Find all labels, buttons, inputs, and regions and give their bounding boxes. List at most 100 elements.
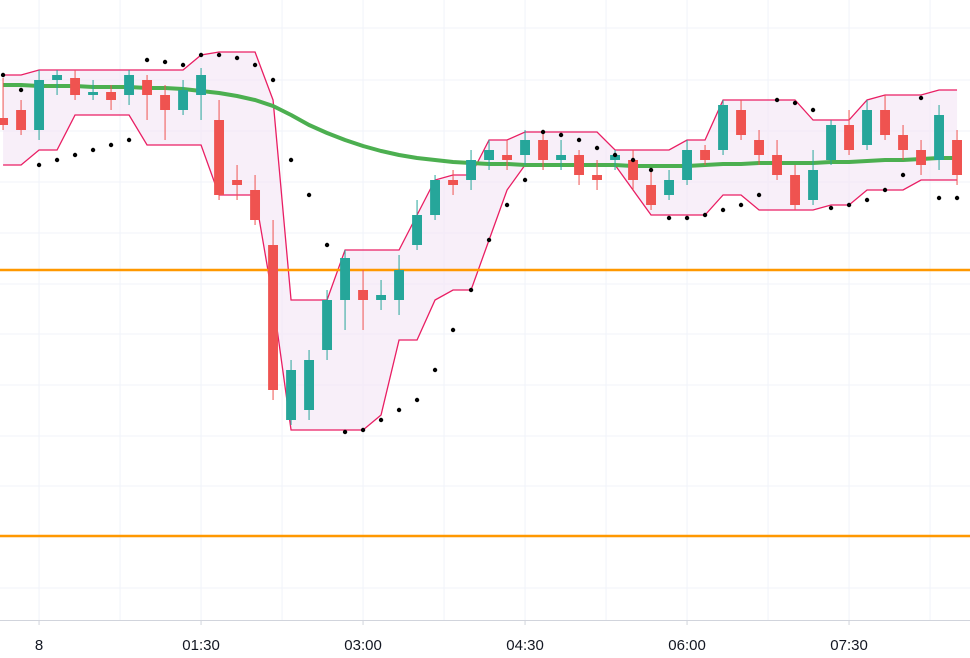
sar-dot (126, 137, 132, 143)
candle-body (448, 180, 459, 185)
channel-lower (3, 114, 958, 431)
candle-body (106, 92, 117, 100)
candle-body (430, 180, 441, 215)
sar-dot (270, 77, 276, 83)
sar-dot (756, 192, 762, 198)
moving-average (3, 83, 958, 168)
sar-dot (792, 100, 798, 106)
candle-body (88, 92, 99, 95)
x-tick-label: 03:00 (344, 637, 382, 654)
candle-body (790, 175, 800, 205)
candle-body (862, 110, 872, 145)
candle-body (394, 270, 405, 300)
sar-dot (522, 177, 528, 183)
sar-dot (324, 242, 330, 248)
candle-body (376, 295, 387, 300)
sar-dot (360, 427, 366, 433)
candle-body (520, 140, 530, 155)
sar-dot (846, 202, 852, 208)
candle-body (52, 75, 63, 80)
sar-dot (162, 59, 168, 65)
candle-body (16, 110, 27, 130)
candle-body (808, 170, 818, 200)
sar-dot (864, 197, 870, 203)
candle-body (196, 75, 207, 95)
candle-body (358, 290, 369, 300)
sar-dot (828, 205, 834, 211)
sar-dot (648, 167, 654, 173)
sar-dot (504, 202, 510, 208)
candle-body (574, 155, 584, 175)
candle-body (34, 80, 45, 130)
sar-dot (540, 129, 546, 135)
x-tick-label: 06:00 (668, 637, 706, 654)
sar-dot (594, 145, 600, 151)
sar-dot (810, 107, 816, 113)
sar-dot (612, 152, 618, 158)
candle-body (502, 155, 512, 160)
axis-background (0, 620, 970, 658)
candle-body (0, 118, 9, 125)
sar-dot (180, 62, 186, 68)
candle-body (718, 105, 728, 150)
sar-dot (90, 147, 96, 153)
sar-dot (918, 95, 924, 101)
sar-dot (216, 52, 222, 58)
sar-dot (306, 192, 312, 198)
sar-dot (342, 429, 348, 435)
candle-body (916, 150, 926, 165)
candle-body (268, 245, 279, 390)
sar-dot (486, 237, 492, 243)
candle-body (322, 300, 333, 350)
candle-body (934, 115, 944, 160)
candle-body (178, 90, 189, 110)
candle-body (664, 180, 674, 195)
candle-body (160, 95, 171, 110)
x-tick-label: 01:30 (182, 637, 220, 654)
candle-body (700, 150, 710, 160)
sar-dot (36, 162, 42, 168)
candle-body (610, 155, 620, 160)
sar-dot (576, 137, 582, 143)
candle-body (880, 110, 890, 135)
sar-dot (882, 187, 888, 193)
candle-body (142, 80, 153, 95)
sar-dot (450, 327, 456, 333)
candle-body (214, 120, 225, 195)
channel-upper (3, 51, 958, 301)
sar-dot (432, 367, 438, 373)
candle-body (286, 370, 297, 420)
sar-dot (774, 97, 780, 103)
sar-dot (936, 195, 942, 201)
candle-body (556, 155, 566, 160)
sar-dot (954, 195, 960, 201)
candle-body (250, 190, 261, 220)
sar-dot (396, 407, 402, 413)
sar-dot (900, 172, 906, 178)
sar-dot (54, 157, 60, 163)
x-tick-label: 07:30 (830, 637, 868, 654)
sar-dot (198, 52, 204, 58)
candle-body (772, 155, 782, 175)
candle-body (898, 135, 908, 150)
sar-dot (666, 215, 672, 221)
candle-body (736, 110, 746, 135)
sar-dot (468, 287, 474, 293)
sar-dot (72, 152, 78, 158)
sar-dot (378, 417, 384, 423)
candle-body (538, 140, 548, 160)
sar-dot (630, 157, 636, 163)
candle-body (844, 125, 854, 150)
sar-dot (18, 87, 24, 93)
sar-dot (288, 157, 294, 163)
candle-body (340, 258, 351, 300)
candle-body (70, 78, 81, 95)
candle-body (232, 180, 243, 185)
sar-dot (144, 57, 150, 63)
candle-body (484, 150, 494, 160)
sar-dot (720, 207, 726, 213)
candle-body (304, 360, 315, 410)
candle-body (952, 140, 962, 175)
sar-dot (108, 142, 114, 148)
